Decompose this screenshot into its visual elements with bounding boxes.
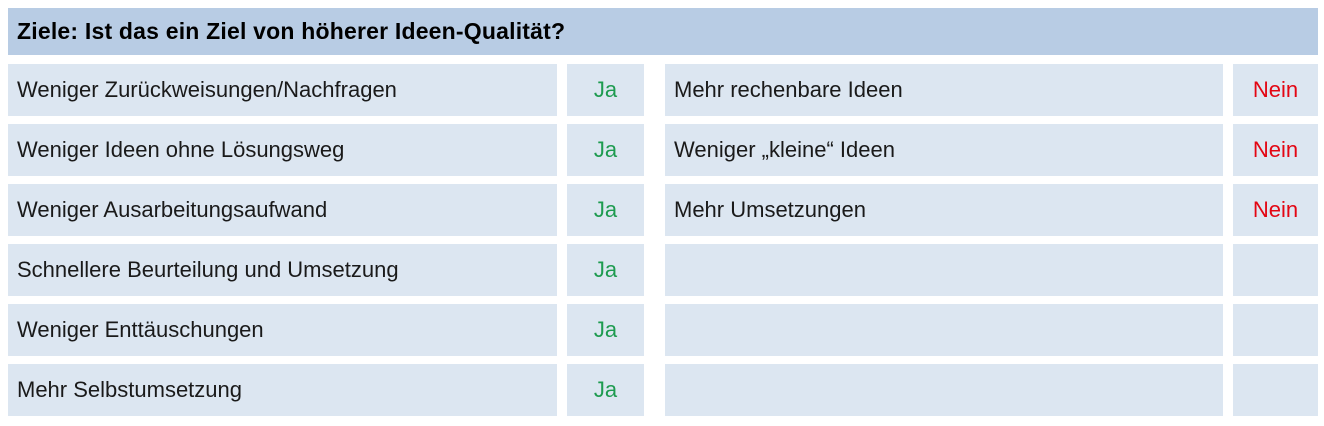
goal-label: Schnellere Beurteilung und Umsetzung (8, 244, 557, 296)
answer-value: Ja (567, 364, 644, 416)
table-row (665, 304, 1318, 356)
table-row: Mehr rechenbare Ideen Nein (665, 64, 1318, 116)
goal-label: Weniger Enttäuschungen (8, 304, 557, 356)
goals-table-left-column: Weniger Zurückweisungen/Nachfragen Ja We… (8, 64, 644, 416)
title-bar: Ziele: Ist das ein Ziel von höherer Idee… (8, 8, 1318, 55)
goal-label: Mehr Selbstumsetzung (8, 364, 557, 416)
table-row: Weniger Ideen ohne Lösungsweg Ja (8, 124, 644, 176)
goal-label (665, 304, 1223, 356)
goal-label: Mehr Umsetzungen (665, 184, 1223, 236)
answer-value: Nein (1233, 124, 1318, 176)
table-row: Weniger Enttäuschungen Ja (8, 304, 644, 356)
table-row: Weniger Ausarbeitungsaufwand Ja (8, 184, 644, 236)
table-row: Weniger Zurückweisungen/Nachfragen Ja (8, 64, 644, 116)
table-row: Mehr Umsetzungen Nein (665, 184, 1318, 236)
answer-value: Ja (567, 244, 644, 296)
table-row: Weniger „kleine“ Ideen Nein (665, 124, 1318, 176)
answer-value (1233, 304, 1318, 356)
goals-table: Weniger Zurückweisungen/Nachfragen Ja We… (8, 64, 1318, 416)
goals-table-right-column: Mehr rechenbare Ideen Nein Weniger „klei… (665, 64, 1318, 416)
answer-value (1233, 364, 1318, 416)
goal-label (665, 244, 1223, 296)
goal-label: Weniger Zurückweisungen/Nachfragen (8, 64, 557, 116)
answer-value (1233, 244, 1318, 296)
table-row: Schnellere Beurteilung und Umsetzung Ja (8, 244, 644, 296)
answer-value: Ja (567, 124, 644, 176)
goal-label: Weniger Ausarbeitungsaufwand (8, 184, 557, 236)
answer-value: Ja (567, 184, 644, 236)
answer-value: Nein (1233, 184, 1318, 236)
table-row (665, 244, 1318, 296)
goal-label: Mehr rechenbare Ideen (665, 64, 1223, 116)
table-row: Mehr Selbstumsetzung Ja (8, 364, 644, 416)
table-row (665, 364, 1318, 416)
goal-label: Weniger „kleine“ Ideen (665, 124, 1223, 176)
goal-label (665, 364, 1223, 416)
page-title: Ziele: Ist das ein Ziel von höherer Idee… (17, 18, 566, 44)
answer-value: Ja (567, 64, 644, 116)
answer-value: Ja (567, 304, 644, 356)
answer-value: Nein (1233, 64, 1318, 116)
goal-label: Weniger Ideen ohne Lösungsweg (8, 124, 557, 176)
